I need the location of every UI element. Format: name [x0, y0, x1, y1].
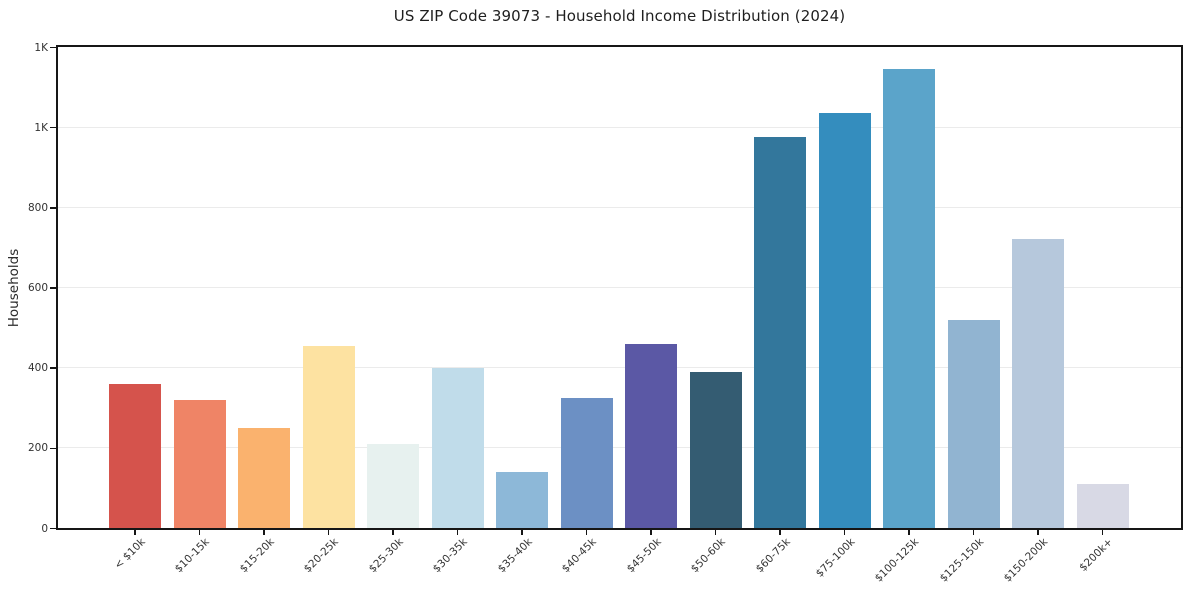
- x-tick-label: $50-60k: [688, 536, 728, 576]
- x-tick-label: $15-20k: [237, 536, 277, 576]
- x-tick-mark: [585, 530, 588, 535]
- y-tick-label: 400: [27, 362, 48, 375]
- y-tick-label: 1K: [34, 121, 48, 134]
- x-tick-mark: [134, 530, 136, 535]
- bar: [560, 397, 613, 528]
- x-tick-label: < $10k: [111, 536, 148, 572]
- x-tick-mark: [392, 530, 394, 535]
- y-tick-label: 0: [41, 522, 48, 535]
- bar: [947, 319, 1000, 528]
- x-tick-label: $45-50k: [624, 536, 664, 576]
- y-tick-label: 600: [27, 282, 48, 294]
- x-tick-mark: [972, 530, 975, 535]
- bar: [689, 371, 742, 528]
- bar: [238, 427, 290, 528]
- bar: [883, 69, 935, 528]
- gridline: [58, 287, 1181, 288]
- bar: [754, 137, 806, 528]
- y-tick-mark: [50, 126, 56, 129]
- y-tick-mark: [50, 207, 56, 209]
- x-tick-label: $10-15k: [172, 536, 212, 576]
- y-tick-mark: [50, 447, 56, 450]
- x-tick-mark: [908, 530, 910, 535]
- bar: [496, 471, 548, 528]
- y-tick-label: 200: [27, 442, 48, 455]
- gridline: [58, 367, 1181, 369]
- x-tick-mark: [1101, 530, 1104, 535]
- x-tick-label: $125-150k: [937, 536, 986, 585]
- x-tick-label: $200k+: [1077, 536, 1115, 574]
- x-tick-label: $60-75k: [753, 536, 793, 576]
- chart-title: US ZIP Code 39073 - Household Income Dis…: [393, 7, 846, 25]
- x-tick-mark: [650, 530, 652, 535]
- bar: [173, 399, 226, 528]
- x-tick-label: $20-25k: [301, 536, 341, 576]
- x-tick-label: $35-40k: [495, 536, 535, 576]
- x-tick-label: $100-125k: [872, 536, 922, 585]
- bar: [367, 443, 419, 528]
- y-tick-mark: [50, 527, 56, 530]
- x-tick-mark: [1037, 530, 1039, 535]
- bar: [431, 367, 484, 528]
- x-tick-mark: [779, 530, 781, 535]
- x-tick-mark: [198, 530, 201, 535]
- y-tick-mark: [50, 367, 56, 369]
- x-tick-mark: [456, 530, 459, 535]
- gridline: [58, 206, 1181, 208]
- x-tick-label: $25-30k: [366, 536, 406, 576]
- x-tick-label: $75-100k: [813, 536, 857, 580]
- x-tick-mark: [714, 530, 717, 535]
- bar: [818, 113, 871, 528]
- x-tick-mark: [843, 530, 846, 535]
- x-tick-mark: [263, 530, 265, 535]
- bar: [1076, 483, 1129, 528]
- y-tick-mark: [50, 46, 56, 49]
- bar: [1012, 239, 1064, 528]
- x-tick-mark: [327, 530, 330, 535]
- x-tick-mark: [521, 530, 523, 535]
- x-tick-label: $40-45k: [559, 536, 599, 576]
- gridline: [58, 447, 1181, 449]
- y-tick-label: 800: [27, 201, 48, 214]
- bar: [625, 343, 677, 528]
- x-tick-label: $30-35k: [430, 536, 470, 576]
- x-tick-label: $150-200k: [1001, 536, 1051, 585]
- y-tick-mark: [50, 287, 56, 289]
- gridline: [58, 126, 1181, 128]
- bar: [109, 383, 161, 528]
- bar: [302, 345, 355, 528]
- y-tick-label: 1K: [34, 41, 48, 54]
- plot-area: [56, 45, 1183, 530]
